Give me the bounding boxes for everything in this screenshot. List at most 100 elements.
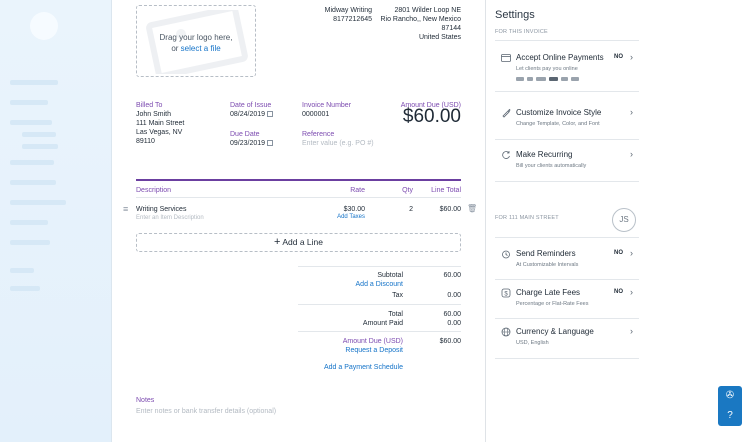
address-line1: 2801 Wilder Loop NE: [394, 7, 461, 14]
col-rate: Rate: [350, 187, 365, 194]
amount-due-label: Amount Due (USD): [400, 102, 461, 109]
header-rule: [136, 197, 461, 198]
nav-item[interactable]: [22, 132, 56, 137]
company-phone: 8177212645: [333, 16, 372, 23]
reference-input[interactable]: Enter value (e.g. PO #): [302, 140, 374, 147]
due-date-value: 09/23/2019: [230, 140, 266, 147]
subtotal-label: Subtotal: [377, 272, 403, 279]
visa-icon: [516, 77, 524, 81]
chevron-right-icon: ›: [630, 287, 633, 297]
logo-dropzone[interactable]: Drag your logo here, or select a file: [136, 5, 256, 77]
client-name: John Smith: [136, 111, 172, 118]
announcement-button[interactable]: ✇: [718, 386, 742, 406]
subtotal-value: 60.00: [443, 272, 461, 279]
amount-paid-value: 0.00: [447, 320, 461, 327]
total-value: 60.00: [443, 311, 461, 318]
online-payments-title: Accept Online Payments: [516, 53, 604, 62]
notes-label: Notes: [136, 397, 155, 404]
amount-paid-label: Amount Paid: [362, 320, 403, 327]
item-description-input[interactable]: Enter an Item Description: [136, 215, 204, 221]
add-discount-link[interactable]: Add a Discount: [355, 281, 403, 288]
reminders-desc: At Customizable Intervals: [516, 262, 579, 268]
currency-language-desc: USD, English: [516, 340, 549, 346]
globe-icon: [501, 327, 511, 337]
currency-language-row[interactable]: Currency & Language USD, English ›: [495, 326, 639, 359]
app-logo[interactable]: [30, 12, 58, 40]
issue-date-field[interactable]: 08/24/2019: [230, 110, 274, 119]
totals-rule: [298, 266, 461, 267]
company-name: Midway Writing: [324, 7, 372, 14]
reminders-row[interactable]: Send Reminders At Customizable Intervals…: [495, 248, 639, 280]
recurring-row[interactable]: Make Recurring Bill your clients automat…: [495, 149, 639, 182]
recurring-title: Make Recurring: [516, 150, 573, 159]
add-line-button[interactable]: + Add a Line: [136, 233, 461, 252]
online-payments-row[interactable]: Accept Online Payments Let clients pay y…: [495, 52, 639, 92]
invoice-style-row[interactable]: Customize Invoice Style Change Template,…: [495, 107, 639, 140]
reminders-status: NO: [614, 250, 623, 256]
amount-due-total-label: Amount Due (USD): [342, 338, 403, 345]
tax-label: Tax: [392, 292, 403, 299]
help-button[interactable]: ?: [718, 406, 742, 426]
chevron-right-icon: ›: [630, 248, 633, 258]
client-street: 111 Main Street: [136, 120, 185, 127]
chevron-right-icon: ›: [630, 107, 633, 117]
amex-icon: [549, 77, 558, 81]
company-name-phone[interactable]: Midway Writing 8177212645: [325, 6, 372, 24]
calendar-icon: [267, 111, 274, 117]
issue-date-value: 08/24/2019: [230, 111, 266, 118]
mastercard-icon: [527, 77, 533, 81]
nav-item[interactable]: [10, 268, 34, 273]
nav-item[interactable]: [10, 200, 66, 205]
invoice-number-field[interactable]: 0000001: [302, 111, 330, 118]
alarm-clock-icon: [502, 250, 510, 259]
calendar-icon: [267, 140, 274, 146]
payment-schedule-link[interactable]: Add a Payment Schedule: [324, 364, 403, 371]
item-qty[interactable]: 2: [409, 206, 413, 213]
due-date-label: Due Date: [230, 131, 260, 138]
chevron-right-icon: ›: [630, 52, 633, 62]
nav-item[interactable]: [10, 180, 56, 185]
client-city: Las Vegas, NV: [136, 129, 183, 136]
image-placeholder-icon: [146, 10, 248, 74]
company-address[interactable]: 2801 Wilder Loop NE Rio Rancho,, New Mex…: [380, 6, 461, 42]
item-rate[interactable]: $30.00: [343, 206, 365, 213]
left-navigation: [0, 0, 112, 442]
item-description[interactable]: Writing Services: [136, 206, 187, 213]
online-payments-status: NO: [614, 54, 623, 60]
nav-item[interactable]: [10, 220, 48, 225]
reference-label: Reference: [302, 131, 335, 138]
settings-title: Settings: [495, 9, 535, 21]
nav-item[interactable]: [10, 160, 54, 165]
totals-rule: [298, 304, 461, 305]
request-deposit-link[interactable]: Request a Deposit: [345, 347, 403, 354]
discover-icon: [536, 77, 546, 81]
payment-method-logos: [516, 77, 579, 81]
client-avatar: JS: [612, 208, 636, 232]
select-file-link[interactable]: select a file: [180, 44, 221, 53]
late-fees-row[interactable]: $ Charge Late Fees Percentage or Flat-Ra…: [495, 287, 639, 319]
billed-to-block[interactable]: John Smith 111 Main Street Las Vegas, NV…: [136, 110, 184, 146]
amount-due-value: $60.00: [402, 106, 461, 127]
nav-item[interactable]: [10, 100, 48, 105]
add-taxes-link[interactable]: Add Taxes: [337, 214, 365, 220]
notes-input[interactable]: Enter notes or bank transfer details (op…: [136, 408, 277, 415]
settings-panel: Settings FOR THIS INVOICE Accept Online …: [485, 0, 750, 442]
address-line2: Rio Rancho,, New Mexico: [380, 16, 461, 23]
trash-icon[interactable]: 🗑: [467, 204, 478, 213]
megaphone-icon: ✇: [725, 390, 735, 401]
nav-item[interactable]: [10, 80, 58, 85]
logo-dropzone-or: or: [171, 44, 181, 53]
late-fees-title: Charge Late Fees: [516, 288, 581, 297]
invoice-style-desc: Change Template, Color, and Font: [516, 121, 600, 127]
logo-dropzone-text: Drag your logo here,: [159, 33, 233, 42]
col-line-total: Line Total: [431, 187, 461, 194]
drag-handle-icon[interactable]: ≡: [123, 204, 129, 214]
nav-item[interactable]: [10, 240, 50, 245]
nav-item[interactable]: [10, 286, 40, 291]
nav-item[interactable]: [22, 144, 58, 149]
nav-item[interactable]: [10, 120, 52, 125]
online-payments-desc: Let clients pay you online: [516, 66, 578, 72]
due-date-field[interactable]: 09/23/2019: [230, 139, 274, 148]
item-line-total: $60.00: [439, 206, 461, 213]
svg-text:$: $: [504, 291, 508, 297]
